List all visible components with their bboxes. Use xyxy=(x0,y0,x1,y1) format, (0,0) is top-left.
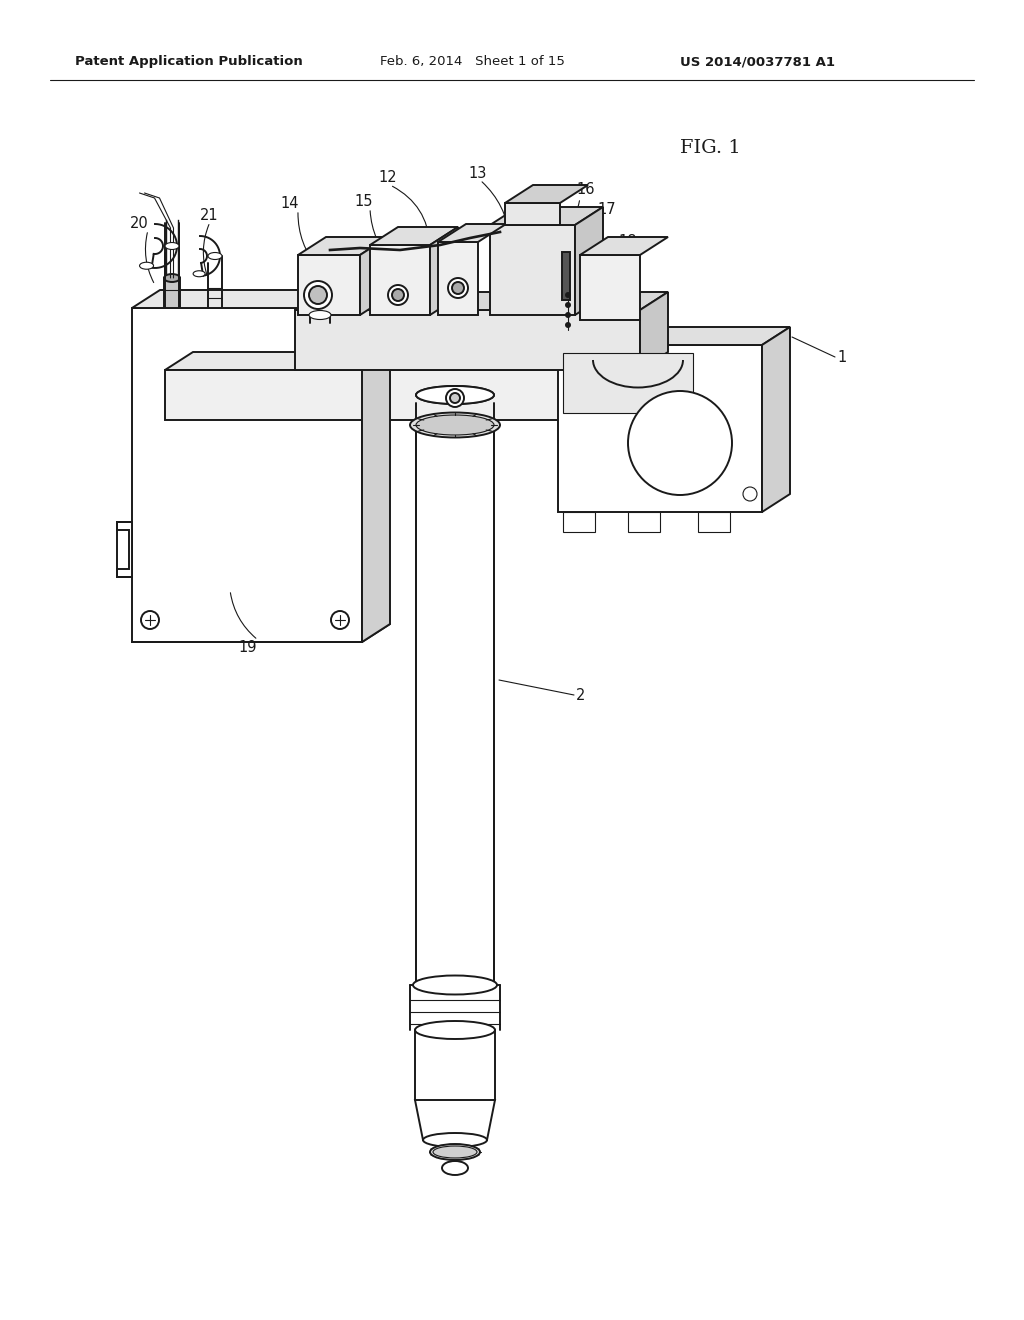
Text: 15: 15 xyxy=(354,194,373,210)
Text: 14: 14 xyxy=(280,197,299,211)
Polygon shape xyxy=(640,292,668,370)
Text: Feb. 6, 2014   Sheet 1 of 15: Feb. 6, 2014 Sheet 1 of 15 xyxy=(380,55,565,69)
Polygon shape xyxy=(698,512,730,532)
Polygon shape xyxy=(563,512,595,532)
Text: 1: 1 xyxy=(837,350,846,364)
Circle shape xyxy=(331,611,349,630)
Ellipse shape xyxy=(416,414,494,436)
Text: Patent Application Publication: Patent Application Publication xyxy=(75,55,303,69)
Polygon shape xyxy=(132,308,362,642)
Circle shape xyxy=(566,293,570,297)
Ellipse shape xyxy=(410,412,500,437)
Polygon shape xyxy=(298,238,388,255)
Circle shape xyxy=(450,393,460,403)
Polygon shape xyxy=(430,227,458,315)
Polygon shape xyxy=(298,255,360,315)
Circle shape xyxy=(304,281,332,309)
Ellipse shape xyxy=(165,243,179,249)
Ellipse shape xyxy=(423,1133,487,1147)
Polygon shape xyxy=(165,352,658,370)
Circle shape xyxy=(392,289,404,301)
Polygon shape xyxy=(295,292,668,310)
Text: FIG. 1: FIG. 1 xyxy=(680,139,740,157)
Circle shape xyxy=(388,285,408,305)
Ellipse shape xyxy=(194,271,205,277)
Ellipse shape xyxy=(413,975,497,994)
Polygon shape xyxy=(575,207,603,315)
Polygon shape xyxy=(563,352,693,413)
Polygon shape xyxy=(132,290,390,308)
Text: 21: 21 xyxy=(200,209,219,223)
Ellipse shape xyxy=(139,263,154,269)
Circle shape xyxy=(446,389,464,407)
Circle shape xyxy=(309,286,327,304)
Polygon shape xyxy=(505,185,588,203)
Text: 18: 18 xyxy=(618,235,637,249)
Polygon shape xyxy=(370,227,458,246)
Polygon shape xyxy=(165,370,630,420)
Polygon shape xyxy=(505,203,560,224)
Circle shape xyxy=(628,391,732,495)
Circle shape xyxy=(566,323,570,327)
Ellipse shape xyxy=(442,1162,468,1175)
Polygon shape xyxy=(117,521,132,577)
Polygon shape xyxy=(558,327,790,345)
Circle shape xyxy=(566,313,570,317)
Bar xyxy=(562,252,570,300)
Ellipse shape xyxy=(416,385,494,404)
Ellipse shape xyxy=(415,1020,495,1039)
Ellipse shape xyxy=(309,310,331,319)
Polygon shape xyxy=(490,207,603,224)
Circle shape xyxy=(141,611,159,630)
Polygon shape xyxy=(630,352,658,420)
Text: US 2014/0037781 A1: US 2014/0037781 A1 xyxy=(680,55,835,69)
Circle shape xyxy=(452,282,464,294)
Text: 19: 19 xyxy=(238,640,256,656)
Polygon shape xyxy=(580,238,668,255)
Polygon shape xyxy=(164,279,180,308)
Polygon shape xyxy=(558,345,762,512)
Polygon shape xyxy=(438,224,506,242)
Polygon shape xyxy=(438,242,478,315)
Text: 2: 2 xyxy=(575,688,586,702)
Circle shape xyxy=(566,304,570,308)
Polygon shape xyxy=(415,1100,495,1140)
Ellipse shape xyxy=(164,275,180,282)
Ellipse shape xyxy=(430,1144,480,1160)
Text: 13: 13 xyxy=(468,166,486,181)
Circle shape xyxy=(743,487,757,502)
Text: 12: 12 xyxy=(378,170,396,186)
Ellipse shape xyxy=(433,1146,477,1158)
Ellipse shape xyxy=(416,385,494,404)
Text: 16: 16 xyxy=(575,182,595,198)
Polygon shape xyxy=(370,246,430,315)
Polygon shape xyxy=(580,255,640,319)
Polygon shape xyxy=(490,224,575,315)
Polygon shape xyxy=(295,310,640,370)
Polygon shape xyxy=(362,290,390,642)
Polygon shape xyxy=(762,327,790,512)
Text: 17: 17 xyxy=(597,202,615,218)
Circle shape xyxy=(449,279,468,298)
Text: 20: 20 xyxy=(130,216,148,231)
Polygon shape xyxy=(628,512,660,532)
Polygon shape xyxy=(360,238,388,315)
Ellipse shape xyxy=(208,252,222,260)
